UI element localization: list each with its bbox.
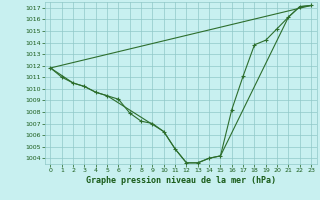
X-axis label: Graphe pression niveau de la mer (hPa): Graphe pression niveau de la mer (hPa) (86, 176, 276, 185)
